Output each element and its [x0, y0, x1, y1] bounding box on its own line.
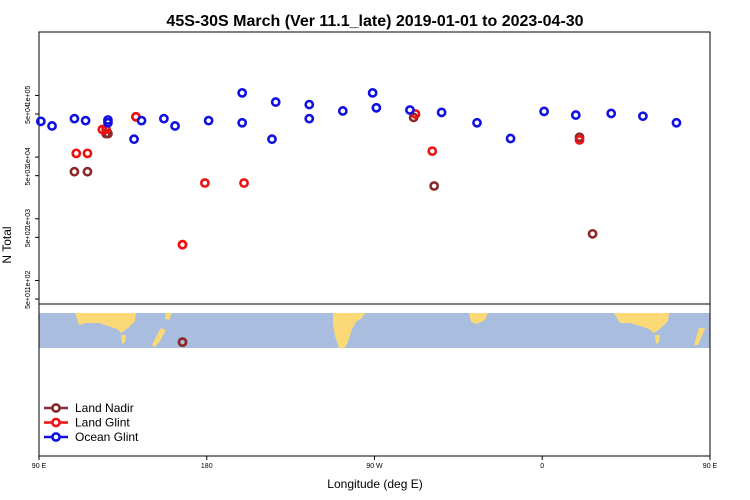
- data-point: [71, 148, 82, 159]
- data-points: [35, 87, 682, 348]
- data-point: [436, 107, 447, 118]
- data-point: [671, 117, 682, 128]
- data-point: [427, 146, 438, 157]
- data-point: [574, 135, 585, 145]
- data-point: [337, 106, 348, 116]
- data-point: [47, 121, 57, 131]
- australia-land-repeat: [614, 313, 669, 333]
- data-point: [69, 166, 80, 177]
- data-point: [170, 121, 180, 131]
- legend-marker: [51, 417, 61, 428]
- chart-title: 45S-30S March (Ver 11.1_late) 2019-01-01…: [166, 13, 583, 30]
- data-point: [371, 102, 382, 113]
- y-tick-label: 1e+03: [25, 209, 32, 229]
- data-point: [237, 117, 248, 128]
- data-point: [304, 99, 315, 110]
- legend-marker: [51, 432, 61, 442]
- data-point: [158, 113, 169, 124]
- data-point: [82, 166, 93, 177]
- legend-entry: Ocean Glint: [75, 430, 139, 444]
- legend-entry: Land Nadir: [75, 401, 134, 415]
- x-tick-label: 90 E: [32, 463, 47, 470]
- africa-land: [469, 313, 488, 324]
- australia-land: [75, 313, 136, 333]
- y-tick-label: 5e+03: [25, 166, 32, 186]
- new-zealand-north-land: [165, 313, 172, 320]
- data-point: [429, 181, 440, 191]
- south-america-land: [333, 313, 365, 348]
- y-tick-label: 5e+02: [25, 227, 32, 247]
- y-tick-label: 5e+04: [25, 104, 32, 124]
- data-point: [203, 115, 214, 126]
- data-point: [80, 115, 91, 126]
- x-tick-label: 180: [201, 463, 213, 470]
- new-zealand-land-repeat: [694, 328, 705, 345]
- data-point: [267, 134, 277, 145]
- data-point: [505, 133, 516, 144]
- data-point: [97, 124, 108, 135]
- map-band: [39, 313, 710, 348]
- data-point: [638, 111, 648, 122]
- ocean-background: [39, 313, 710, 348]
- tasmania-land-repeat: [655, 335, 660, 344]
- y-axis-label: N Total: [0, 226, 14, 263]
- data-point: [103, 115, 113, 125]
- x-tick-label: 0: [540, 463, 544, 470]
- x-axis: 90 E 180 90 W 0 90 E: [32, 456, 718, 470]
- y-tick-label: 1e+02: [25, 271, 32, 291]
- y-tick-label: 1e+05: [25, 85, 32, 105]
- data-point: [570, 110, 581, 120]
- x-tick-label: 90 W: [366, 463, 383, 470]
- data-point: [304, 113, 315, 124]
- data-point: [367, 87, 378, 98]
- data-point: [472, 117, 482, 128]
- data-point: [539, 106, 550, 117]
- legend-entry: Land Glint: [75, 416, 130, 430]
- y-tick-label: 1e+04: [25, 147, 32, 167]
- data-point: [136, 115, 147, 126]
- data-point: [587, 228, 598, 239]
- data-point: [606, 108, 617, 119]
- new-zealand-south-land: [152, 328, 166, 347]
- tasmania-land: [121, 335, 126, 344]
- data-point: [177, 337, 188, 348]
- data-point: [405, 105, 415, 115]
- data-point: [237, 87, 248, 98]
- x-axis-label: Longitude (deg E): [327, 477, 422, 491]
- data-point: [177, 239, 188, 250]
- data-point: [82, 148, 93, 159]
- data-point: [239, 178, 249, 188]
- x-tick-label: 90 E: [703, 463, 718, 470]
- data-point: [69, 113, 80, 124]
- data-point: [270, 97, 281, 107]
- data-point: [35, 116, 46, 127]
- legend-marker: [51, 403, 61, 413]
- data-point: [199, 178, 210, 188]
- data-point: [129, 134, 139, 145]
- y-tick-label: 5e+01: [25, 289, 32, 309]
